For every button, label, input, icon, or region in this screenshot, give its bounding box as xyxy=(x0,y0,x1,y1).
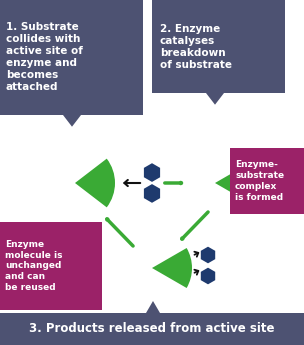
Polygon shape xyxy=(206,93,224,105)
Text: 3. Products released from active site: 3. Products released from active site xyxy=(29,323,275,335)
Polygon shape xyxy=(63,115,81,127)
Polygon shape xyxy=(238,184,252,200)
Text: 2. Enzyme
catalyses
breakdown
of substrate: 2. Enzyme catalyses breakdown of substra… xyxy=(160,23,232,69)
Polygon shape xyxy=(146,301,160,313)
Polygon shape xyxy=(201,268,215,284)
Text: Enzyme
molecule is
unchanged
and can
be reused: Enzyme molecule is unchanged and can be … xyxy=(5,240,63,292)
Wedge shape xyxy=(215,163,255,203)
Polygon shape xyxy=(144,184,160,203)
Polygon shape xyxy=(201,247,215,263)
Bar xyxy=(0,0,143,115)
Bar xyxy=(230,148,304,214)
Wedge shape xyxy=(75,159,115,207)
Polygon shape xyxy=(238,165,252,182)
Text: 1. Substrate
collides with
active site of
enzyme and
becomes
attached: 1. Substrate collides with active site o… xyxy=(6,22,83,92)
Bar xyxy=(0,313,304,345)
Bar xyxy=(0,222,102,310)
Text: Enzyme-
substrate
complex
is formed: Enzyme- substrate complex is formed xyxy=(235,160,284,201)
Polygon shape xyxy=(144,163,160,182)
Bar xyxy=(152,0,285,93)
Wedge shape xyxy=(152,248,192,288)
